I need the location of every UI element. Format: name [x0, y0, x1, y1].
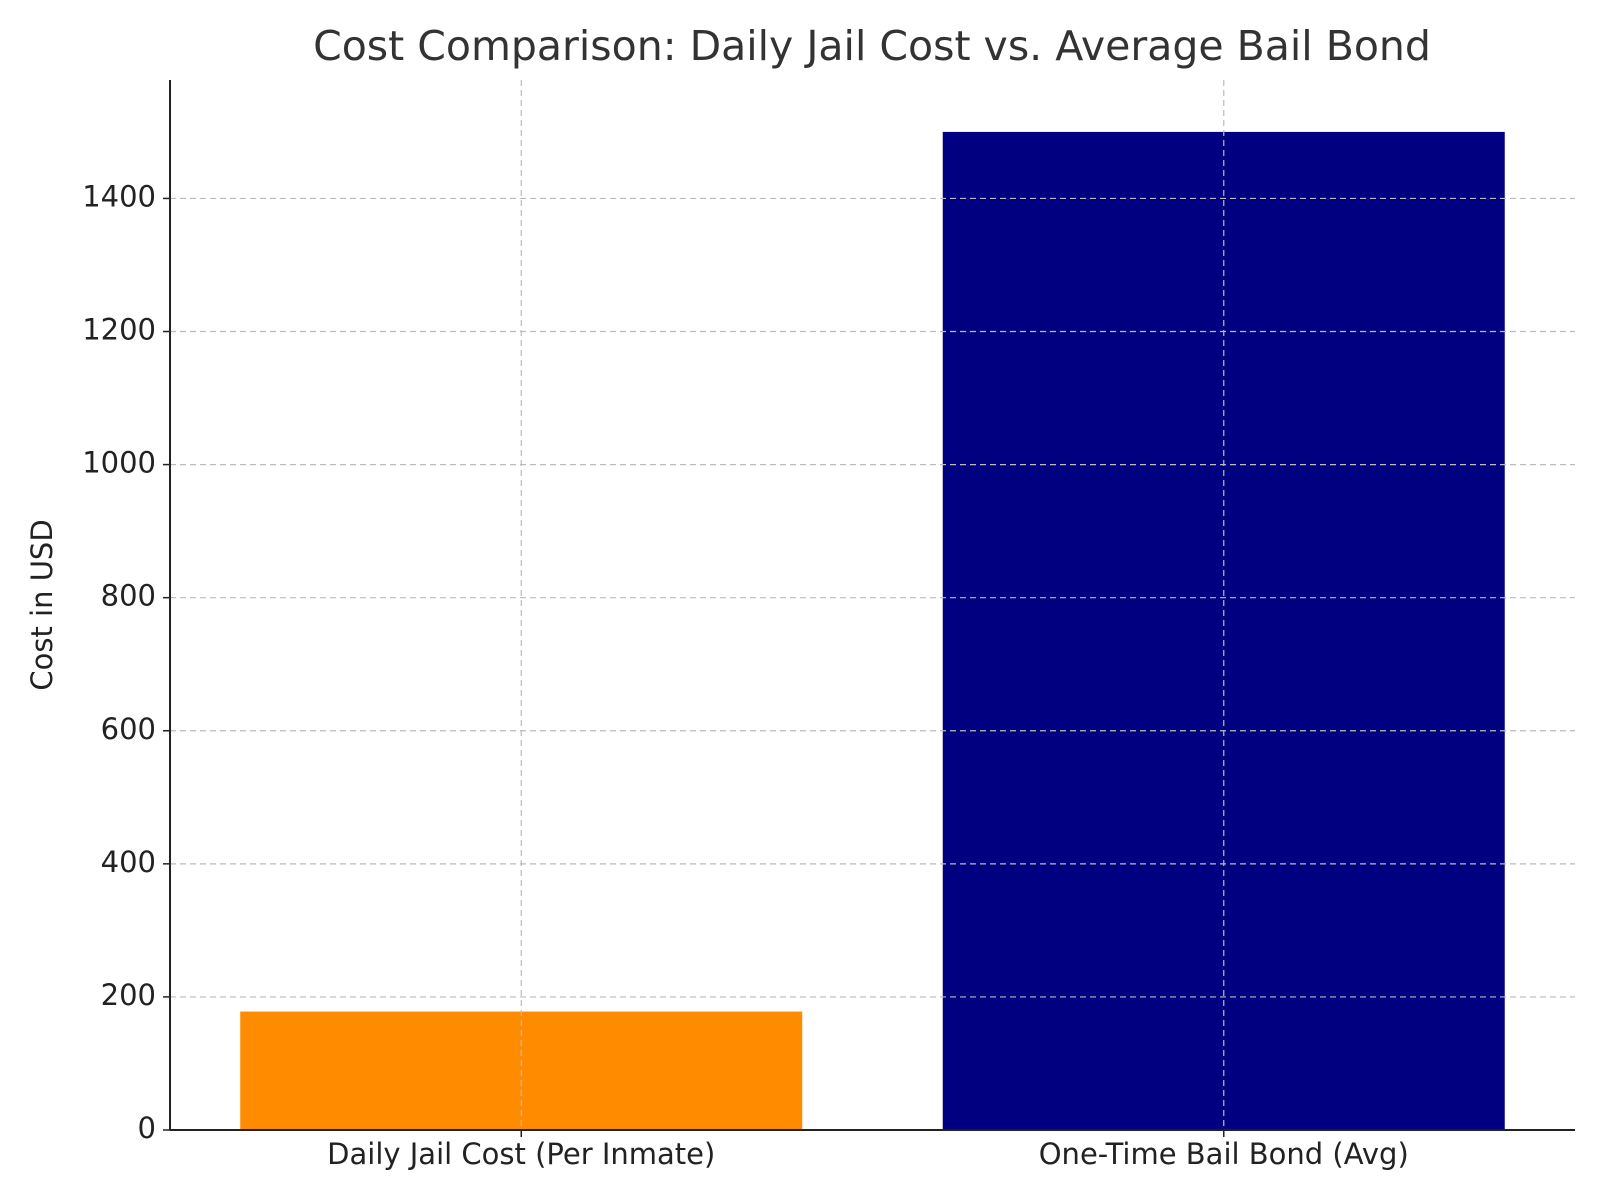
chart-title: Cost Comparison: Daily Jail Cost vs. Ave… [313, 22, 1431, 70]
y-tick-label: 200 [101, 978, 156, 1012]
y-tick-label: 600 [101, 712, 156, 746]
x-tick-label: One-Time Bail Bond (Avg) [1039, 1137, 1409, 1171]
y-tick-label: 1200 [82, 313, 156, 347]
x-tick-label: Daily Jail Cost (Per Inmate) [327, 1137, 715, 1171]
y-tick-label: 0 [138, 1111, 156, 1145]
y-tick-label: 400 [101, 845, 156, 879]
y-tick-label: 1000 [82, 446, 156, 480]
y-axis-label: Cost in USD [25, 519, 59, 690]
y-tick-label: 800 [101, 579, 156, 613]
y-tick-label: 1400 [82, 179, 156, 213]
